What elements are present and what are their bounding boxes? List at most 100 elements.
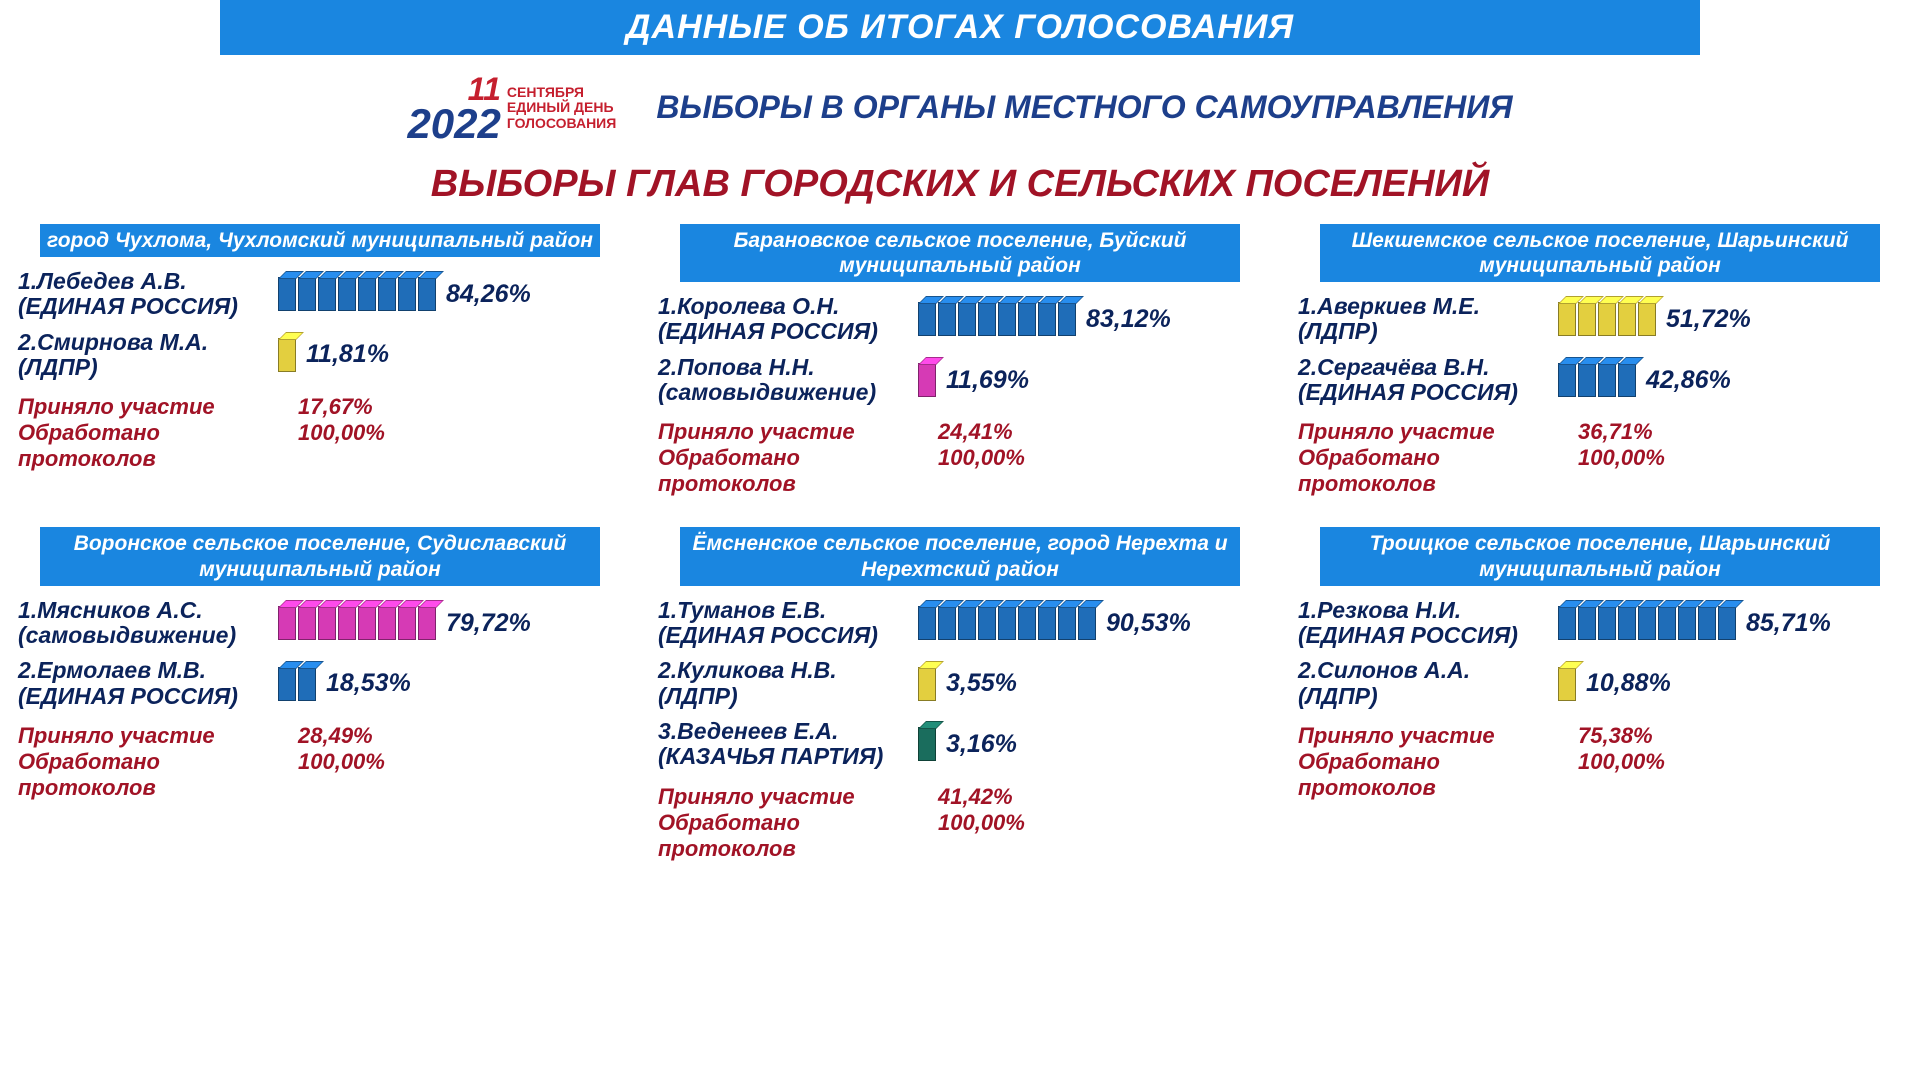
cube-bar	[278, 277, 436, 311]
result-panel: Шекшемское сельское поселение, Шарьински…	[1290, 224, 1910, 498]
bar-wrap: 11,69%	[918, 363, 1029, 397]
result-panel: город Чухлома, Чухломский муниципальный …	[10, 224, 630, 498]
bar-cube	[958, 302, 976, 336]
panel-stats: Приняло участие17,67%Обработано протокол…	[10, 394, 630, 472]
panel-stats: Приняло участие75,38%Обработано протокол…	[1290, 723, 1910, 801]
bar-cube	[398, 606, 416, 640]
candidate-pct: 18,53%	[326, 669, 411, 698]
bar-cube	[1038, 302, 1056, 336]
stat-turnout: Приняло участие41,42%	[658, 784, 1270, 810]
bar-cube	[1038, 606, 1056, 640]
candidate-row: 3.Веденеев Е.А.(КАЗАЧЬЯ ПАРТИЯ)3,16%	[650, 719, 1270, 770]
candidate-row: 2.Смирнова М.А.(ЛДПР)11,81%	[10, 330, 630, 381]
bar-cube	[1558, 667, 1576, 701]
bar-wrap: 18,53%	[278, 667, 411, 701]
stat-processed: Обработано протоколов100,00%	[18, 420, 630, 472]
main-title: ВЫБОРЫ ГЛАВ ГОРОДСКИХ И СЕЛЬСКИХ ПОСЕЛЕН…	[0, 163, 1920, 206]
bar-cube	[1638, 302, 1656, 336]
candidate-row: 1.Туманов Е.В.(ЕДИНАЯ РОССИЯ)90,53%	[650, 598, 1270, 649]
bar-cube	[1678, 606, 1696, 640]
candidate-label: 1.Мясников А.С.(самовыдвижение)	[18, 598, 278, 649]
stat-turnout: Приняло участие17,67%	[18, 394, 630, 420]
cube-bar	[278, 667, 316, 701]
bar-cube	[918, 363, 936, 397]
stat-value: 41,42%	[938, 784, 1013, 810]
bar-cube	[998, 606, 1016, 640]
bar-cube	[338, 277, 356, 311]
subtitle: ВЫБОРЫ В ОРГАНЫ МЕСТНОГО САМОУПРАВЛЕНИЯ	[656, 89, 1512, 126]
bar-cube	[298, 606, 316, 640]
candidate-pct: 11,69%	[946, 366, 1029, 395]
cube-bar	[1558, 667, 1576, 701]
bar-cube	[338, 606, 356, 640]
bar-cube	[918, 727, 936, 761]
bar-cube	[1078, 606, 1096, 640]
candidate-label: 1.Аверкиев М.Е.(ЛДПР)	[1298, 294, 1558, 345]
stat-label: Обработано протоколов	[658, 810, 938, 862]
candidate-row: 1.Аверкиев М.Е.(ЛДПР) 51,72%	[1290, 294, 1910, 345]
stat-label: Приняло участие	[18, 723, 298, 749]
bar-cube	[938, 302, 956, 336]
panel-stats: Приняло участие28,49%Обработано протокол…	[10, 723, 630, 801]
bar-cube	[938, 606, 956, 640]
bar-cube	[1598, 606, 1616, 640]
candidate-label: 1.Лебедев А.В.(ЕДИНАЯ РОССИЯ)	[18, 269, 278, 320]
candidate-label: 2.Куликова Н.В.(ЛДПР)	[658, 658, 918, 709]
bar-cube	[978, 302, 996, 336]
stat-value: 36,71%	[1578, 419, 1653, 445]
candidate-pct: 11,81%	[306, 340, 389, 369]
stat-turnout: Приняло участие24,41%	[658, 419, 1270, 445]
candidate-pct: 42,86%	[1646, 366, 1731, 395]
top-banner: ДАННЫЕ ОБ ИТОГАХ ГОЛОСОВАНИЯ	[220, 0, 1700, 55]
stat-label: Приняло участие	[1298, 723, 1578, 749]
stat-label: Обработано протоколов	[18, 749, 298, 801]
candidate-label: 2.Ермолаев М.В.(ЕДИНАЯ РОССИЯ)	[18, 658, 278, 709]
candidate-row: 1.Мясников А.С.(самовыдвижение)79,72%	[10, 598, 630, 649]
bar-cube	[278, 277, 296, 311]
bar-cube	[1698, 606, 1716, 640]
result-panel: Ёмсненское сельское поселение, город Нер…	[650, 527, 1270, 861]
bar-cube	[1618, 302, 1636, 336]
bar-cube	[278, 606, 296, 640]
stat-value: 100,00%	[1578, 445, 1665, 497]
stat-label: Приняло участие	[18, 394, 298, 420]
bar-wrap: 3,55%	[918, 667, 1017, 701]
stat-value: 17,67%	[298, 394, 373, 420]
bar-cube	[298, 667, 316, 701]
election-logo: 11 2022 СЕНТЯБРЯ ЕДИНЫЙ ДЕНЬ ГОЛОСОВАНИЯ	[407, 73, 616, 143]
bar-cube	[1018, 302, 1036, 336]
panel-stats: Приняло участие24,41%Обработано протокол…	[650, 419, 1270, 497]
candidate-row: 2.Сергачёва В.Н.(ЕДИНАЯ РОССИЯ) 42,86%	[1290, 355, 1910, 406]
stat-value: 100,00%	[938, 445, 1025, 497]
bar-cube	[318, 606, 336, 640]
candidate-label: 2.Попова Н.Н.(самовыдвижение)	[658, 355, 918, 406]
candidate-label: 2.Силонов А.А.(ЛДПР)	[1298, 658, 1558, 709]
stat-processed: Обработано протоколов100,00%	[1298, 445, 1910, 497]
bar-wrap: 3,16%	[918, 727, 1017, 761]
bar-cube	[1578, 363, 1596, 397]
panel-stats: Приняло участие36,71%Обработано протокол…	[1290, 419, 1910, 497]
candidate-pct: 51,72%	[1666, 305, 1751, 334]
stat-turnout: Приняло участие36,71%	[1298, 419, 1910, 445]
panel-title: Шекшемское сельское поселение, Шарьински…	[1320, 224, 1880, 282]
result-panel: Троицкое сельское поселение, Шарьинский …	[1290, 527, 1910, 861]
bar-cube	[1598, 302, 1616, 336]
stat-turnout: Приняло участие75,38%	[1298, 723, 1910, 749]
candidate-label: 2.Сергачёва В.Н.(ЕДИНАЯ РОССИЯ)	[1298, 355, 1558, 406]
bar-cube	[1058, 606, 1076, 640]
bar-cube	[1578, 606, 1596, 640]
bar-cube	[1578, 302, 1596, 336]
logo-line3: ГОЛОСОВАНИЯ	[507, 116, 616, 131]
stat-processed: Обработано протоколов100,00%	[658, 445, 1270, 497]
panel-title: Воронское сельское поселение, Судиславск…	[40, 527, 600, 585]
stat-value: 100,00%	[1578, 749, 1665, 801]
candidate-pct: 90,53%	[1106, 609, 1191, 638]
bar-wrap: 84,26%	[278, 277, 531, 311]
stat-label: Обработано протоколов	[1298, 445, 1578, 497]
stat-label: Приняло участие	[658, 784, 938, 810]
bar-cube	[918, 667, 936, 701]
bar-cube	[318, 277, 336, 311]
candidate-pct: 3,16%	[946, 730, 1017, 759]
bar-cube	[378, 277, 396, 311]
bar-cube	[358, 606, 376, 640]
